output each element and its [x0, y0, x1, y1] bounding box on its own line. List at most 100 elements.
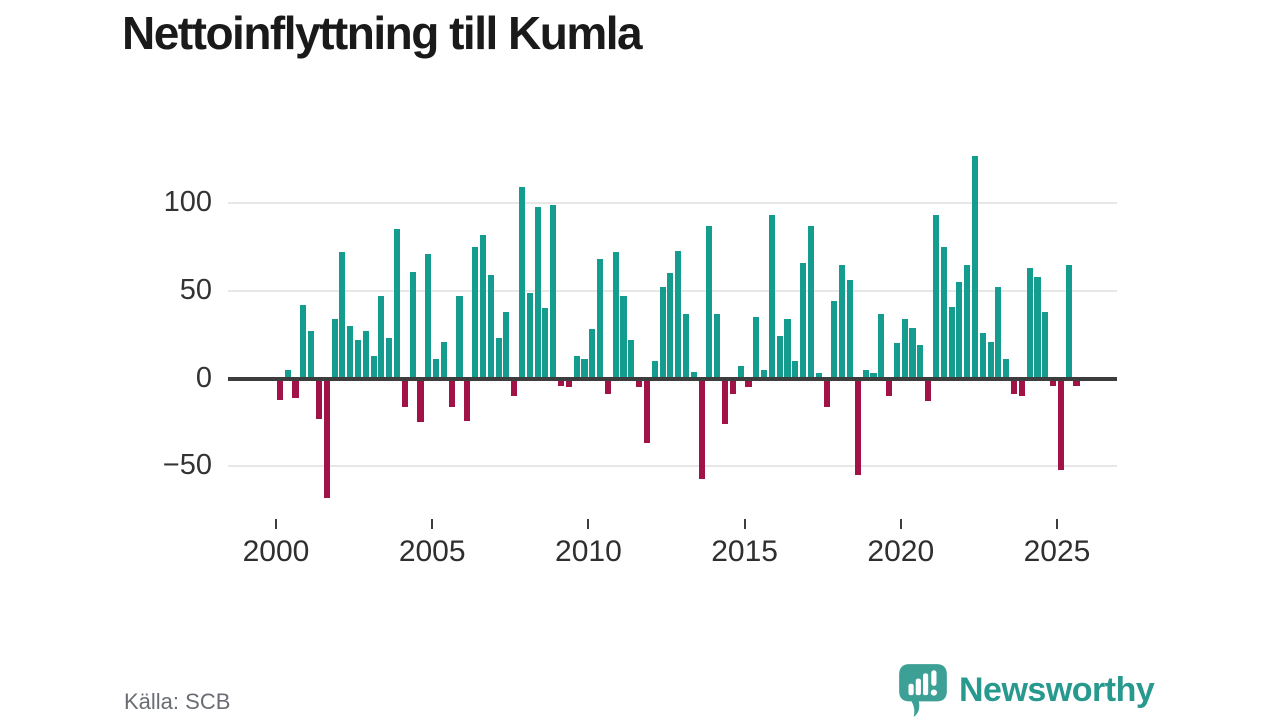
- bar-2000-q1: [276, 378, 283, 400]
- x-axis-label-2000: 2000: [242, 535, 310, 568]
- bar-2007-q3: [511, 378, 518, 396]
- x-axis-label-2020: 2020: [867, 535, 935, 568]
- x-axis-label-2015: 2015: [711, 535, 778, 568]
- bar-2005-q4: [456, 296, 463, 379]
- bar-2004-q2: [409, 271, 416, 379]
- bar-2022-q2: [971, 155, 979, 379]
- gridline-y--50: [228, 465, 1117, 468]
- bar-2009-q4: [581, 359, 588, 379]
- bar-2012-q4: [675, 250, 682, 379]
- bar-2009-q2: [565, 378, 572, 388]
- bar-2021-q3: [948, 306, 955, 379]
- bar-2003-q4: [393, 229, 401, 379]
- bar-2022-q1: [964, 264, 971, 379]
- bar-2015-q3: [761, 369, 768, 379]
- x-axis-label-2025: 2025: [1023, 535, 1091, 568]
- bar-2000-q4: [300, 304, 307, 379]
- bar-2015-q4: [768, 215, 775, 379]
- bar-2018-q3: [854, 378, 861, 475]
- bar-2006-q3: [479, 234, 487, 379]
- bar-2007-q4: [518, 187, 526, 379]
- bar-2008-q3: [542, 308, 549, 379]
- bar-2016-q1: [776, 336, 783, 379]
- y-axis-label-0: 0: [195, 361, 212, 394]
- source-caption: Källa: SCB: [124, 689, 231, 714]
- bar-2006-q1: [464, 378, 471, 421]
- bar-2024-q1: [1026, 268, 1033, 379]
- x-axis-label-2010: 2010: [555, 535, 622, 568]
- bar-2014-q1: [714, 313, 721, 379]
- bar-2008-q1: [526, 292, 533, 379]
- bar-2007-q1: [495, 338, 502, 379]
- bar-2024-q4: [1050, 378, 1057, 386]
- bar-2017-q3: [823, 378, 830, 407]
- bar-2001-q4: [331, 318, 338, 379]
- bar-2020-q3: [917, 345, 924, 379]
- bar-2022-q3: [979, 332, 986, 379]
- bar-2008-q4: [550, 204, 557, 379]
- bar-2020-q4: [925, 378, 932, 402]
- y-axis-label-50: 50: [179, 273, 212, 306]
- brand-logo: Newsworthy: [897, 662, 1155, 718]
- bar-2019-q1: [870, 373, 877, 379]
- bar-2019-q3: [886, 378, 893, 396]
- bar-2007-q2: [503, 311, 510, 379]
- bar-2004-q4: [425, 254, 432, 379]
- x-axis-label-2005: 2005: [398, 535, 466, 568]
- bar-2015-q1: [745, 378, 752, 388]
- y-axis-label-100: 100: [163, 186, 212, 219]
- bar-2018-q4: [862, 369, 869, 379]
- bar-2023-q1: [995, 287, 1002, 379]
- bar-2010-q4: [612, 252, 619, 379]
- bar-2018-q1: [839, 264, 846, 379]
- bar-2015-q2: [753, 317, 760, 379]
- bar-2004-q1: [401, 378, 408, 407]
- bar-2003-q2: [378, 296, 385, 379]
- bar-2011-q3: [636, 378, 643, 388]
- bar-2005-q1: [433, 359, 440, 379]
- bar-2025-q1: [1057, 378, 1064, 470]
- bar-2025-q2: [1065, 264, 1072, 379]
- bar-2016-q3: [792, 361, 799, 379]
- bar-2019-q4: [893, 343, 900, 379]
- bar-2009-q3: [573, 355, 580, 379]
- bar-2009-q1: [558, 378, 565, 386]
- bar-2019-q2: [878, 313, 885, 379]
- newsworthy-logo-icon: [899, 664, 947, 717]
- bar-2024-q3: [1042, 311, 1049, 379]
- brand-name: Newsworthy: [959, 670, 1155, 709]
- bar-2021-q2: [940, 246, 947, 379]
- bar-2014-q2: [722, 378, 729, 425]
- bar-2025-q3: [1073, 378, 1080, 386]
- bar-2002-q4: [362, 331, 369, 379]
- x-axis-tick-2020: [899, 519, 902, 529]
- x-axis-tick-2015: [743, 519, 746, 529]
- bar-2024-q2: [1034, 276, 1041, 379]
- bar-2017-q2: [815, 373, 822, 379]
- x-axis-tick-2025: [1056, 519, 1058, 529]
- bar-2001-q2: [315, 378, 322, 419]
- bar-2010-q3: [604, 378, 611, 395]
- bar-2017-q4: [831, 301, 838, 379]
- bar-2001-q3: [323, 378, 330, 498]
- bar-2012-q2: [659, 287, 666, 379]
- bar-2002-q3: [354, 339, 362, 379]
- bar-2014-q3: [729, 378, 736, 395]
- x-axis-tick-2005: [431, 519, 434, 529]
- bar-2016-q2: [784, 318, 791, 379]
- bar-2020-q1: [901, 318, 908, 379]
- bar-2013-q3: [698, 378, 705, 479]
- bar-2023-q2: [1003, 359, 1010, 379]
- bar-2013-q2: [690, 371, 697, 379]
- bar-2002-q2: [347, 325, 354, 379]
- bar-2023-q4: [1018, 378, 1025, 396]
- bar-2016-q4: [800, 262, 807, 379]
- bar-2012-q3: [667, 273, 674, 379]
- bar-2010-q2: [597, 259, 604, 379]
- bar-2021-q1: [932, 215, 939, 379]
- bar-2018-q2: [846, 280, 854, 379]
- bar-2011-q2: [628, 339, 635, 379]
- bar-2003-q1: [370, 355, 377, 379]
- bar-2003-q3: [386, 338, 393, 379]
